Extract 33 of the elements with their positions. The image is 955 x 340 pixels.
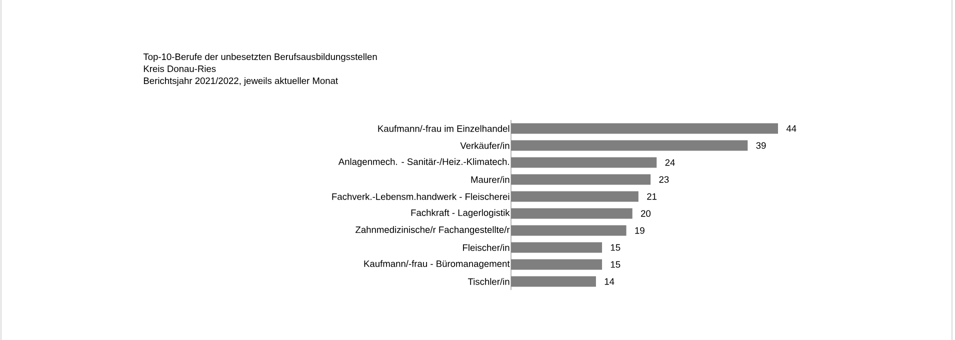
- y-tick-label: Verkäufer/in: [460, 142, 510, 149]
- data-label: 23: [659, 176, 669, 183]
- bar: [511, 191, 638, 202]
- y-tick-label: Kaufmann/-frau im Einzelhandel: [378, 125, 510, 132]
- y-tick-label: Fleischer/in: [463, 244, 510, 251]
- bar: [511, 259, 602, 270]
- y-tick-label: Tischler/in: [468, 278, 510, 285]
- bar: [511, 276, 596, 287]
- data-label: 20: [641, 210, 651, 217]
- data-label: 21: [647, 193, 657, 200]
- y-tick-label: Zahnmedizinische/r Fachangestellte/r: [356, 226, 510, 235]
- data-label: 39: [756, 142, 766, 149]
- bar: [511, 123, 778, 134]
- y-tick-label: Fachkraft - Lagerlogistik: [411, 209, 510, 218]
- bar: [511, 242, 602, 253]
- y-tick-label: Fachverk.-Lebensm.handwerk - Fleischerei: [332, 193, 510, 200]
- text: Top-10-Berufe der unbesetzten Berufsausbildungsstellen: [143, 53, 377, 62]
- y-tick-label: Anlagenmech. - Sanitär-/Heiz.-Klimatech.: [338, 158, 509, 167]
- y-tick-label: Maurer/in: [471, 176, 510, 183]
- data-label: 15: [610, 261, 620, 268]
- bar: [511, 225, 626, 236]
- bar: [511, 174, 651, 185]
- bar: [511, 140, 748, 151]
- data-label: 44: [786, 125, 796, 132]
- data-label: 14: [604, 278, 614, 285]
- y-tick-label: Kaufmann/-frau - Büromanagement: [364, 260, 510, 269]
- bar: [511, 208, 632, 219]
- text: Berichtsjahr 2021/2022, jeweils aktueller Monat: [144, 77, 338, 86]
- bar: [511, 157, 657, 168]
- data-label: 15: [610, 244, 620, 251]
- data-label: 19: [635, 227, 644, 234]
- data-label: 24: [665, 159, 675, 166]
- text: Kreis Donau-Ries: [144, 65, 216, 72]
